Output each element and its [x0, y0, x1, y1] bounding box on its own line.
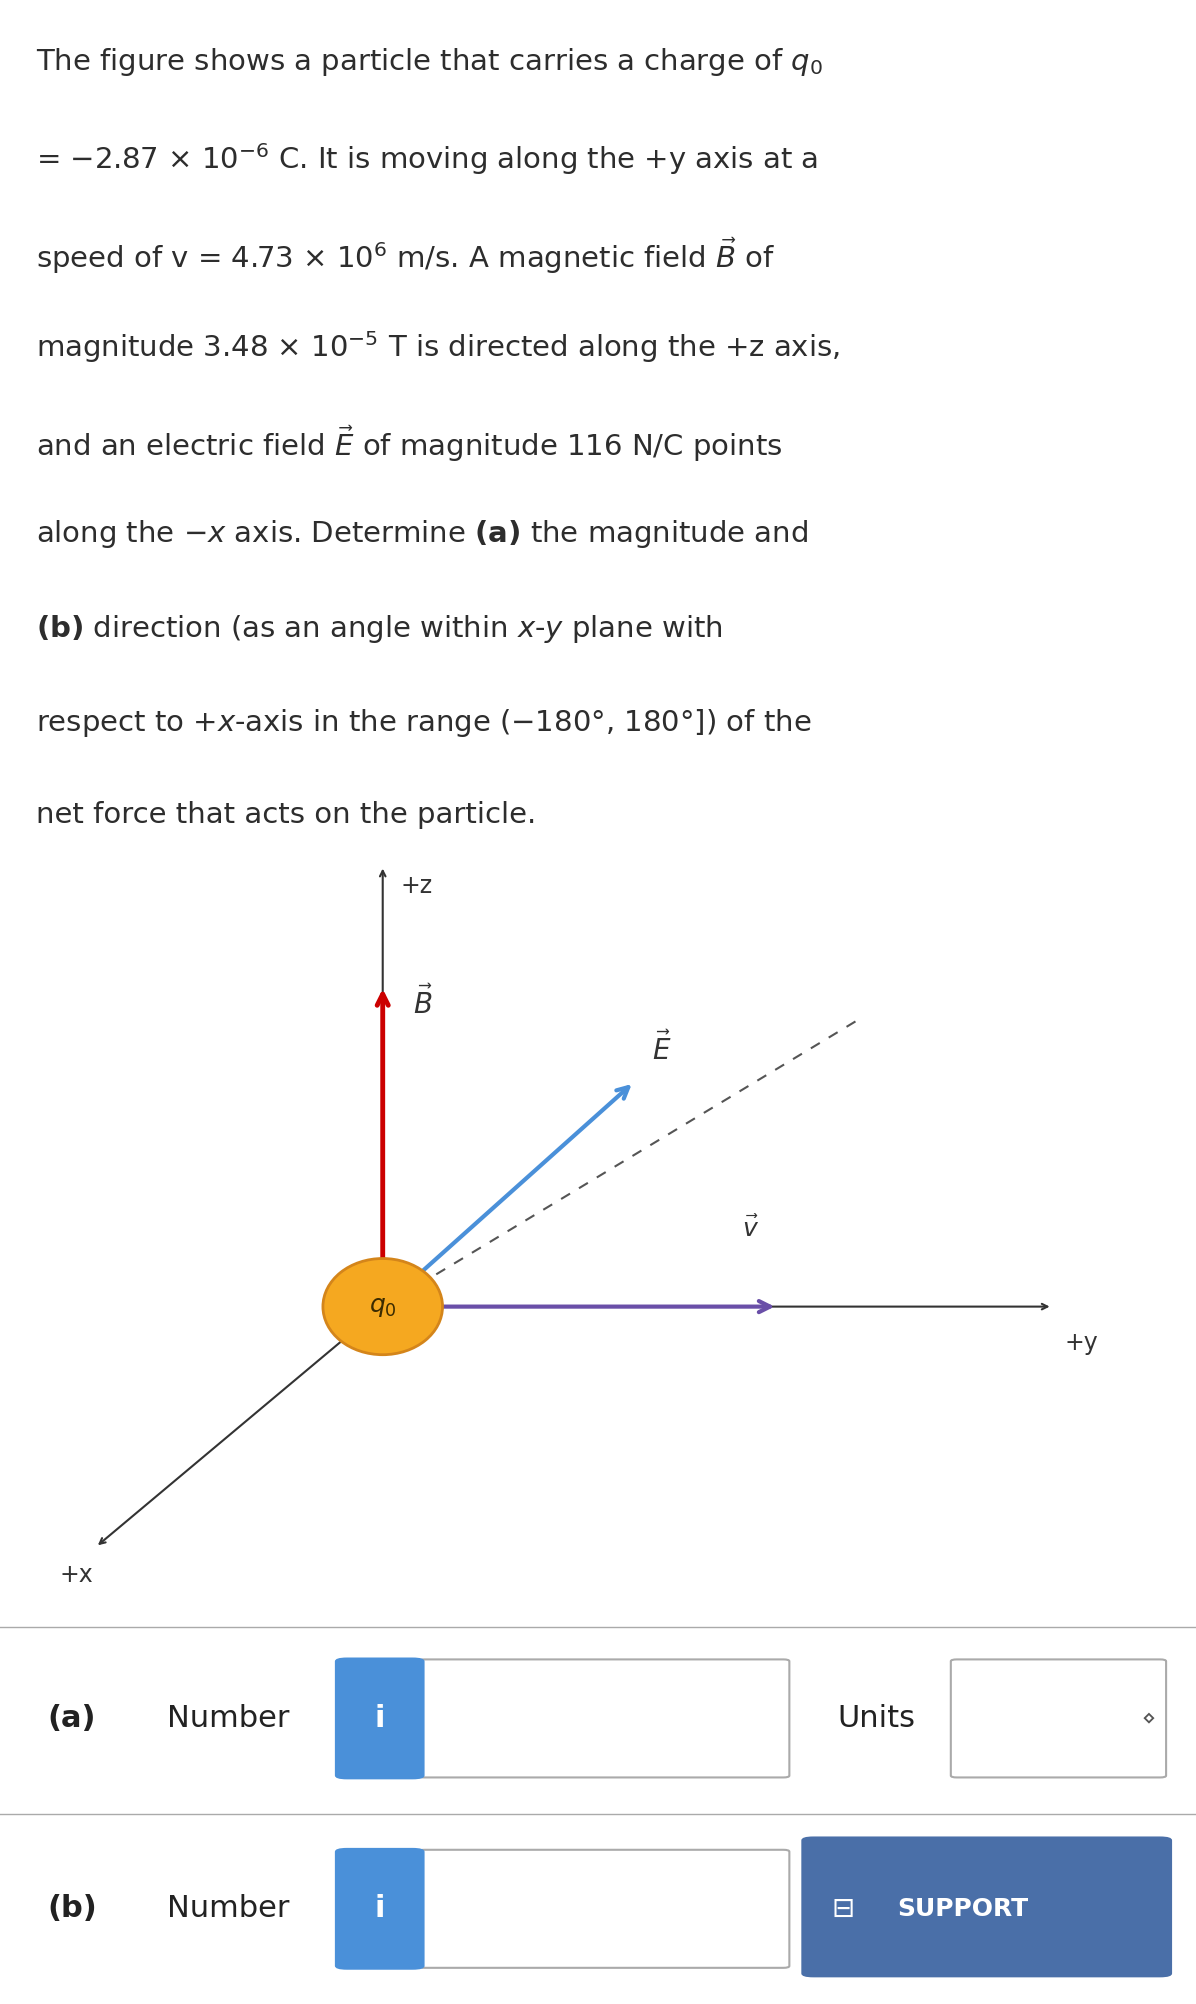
- Text: +x: +x: [60, 1563, 93, 1587]
- FancyBboxPatch shape: [335, 1657, 425, 1780]
- Text: The figure shows a particle that carries a charge of $q_0$: The figure shows a particle that carries…: [36, 46, 823, 78]
- Text: +y: +y: [1064, 1331, 1098, 1355]
- FancyBboxPatch shape: [335, 1848, 425, 1970]
- Text: $\vec{v}$: $\vec{v}$: [742, 1216, 758, 1242]
- Text: speed of v = 4.73 $\times$ 10$^6$ m/s. A magnetic field $\vec{B}$ of: speed of v = 4.73 $\times$ 10$^6$ m/s. A…: [36, 234, 775, 277]
- Text: $\vec{B}$: $\vec{B}$: [413, 986, 433, 1020]
- Text: ⊟: ⊟: [831, 1896, 854, 1922]
- FancyBboxPatch shape: [419, 1850, 789, 1968]
- Text: $q_0$: $q_0$: [368, 1295, 397, 1319]
- Text: $\bf{(b)}$ direction (as an angle within $x$-$y$ plane with: $\bf{(b)}$ direction (as an angle within…: [36, 613, 722, 645]
- FancyBboxPatch shape: [951, 1659, 1166, 1778]
- Ellipse shape: [323, 1259, 443, 1355]
- Text: i: i: [374, 1894, 385, 1924]
- Text: Number: Number: [167, 1894, 289, 1924]
- Text: SUPPORT: SUPPORT: [897, 1898, 1029, 1920]
- Text: net force that acts on the particle.: net force that acts on the particle.: [36, 802, 536, 830]
- Text: i: i: [374, 1703, 385, 1733]
- Text: $\vec{E}$: $\vec{E}$: [652, 1032, 671, 1066]
- Text: magnitude 3.48 $\times$ 10$^{-5}$ T is directed along the +z axis,: magnitude 3.48 $\times$ 10$^{-5}$ T is d…: [36, 329, 840, 365]
- FancyBboxPatch shape: [801, 1836, 1172, 1978]
- Text: (b): (b): [48, 1894, 98, 1924]
- Text: along the $-x$ axis. Determine $\bf{(a)}$ the magnitude and: along the $-x$ axis. Determine $\bf{(a)}…: [36, 519, 808, 551]
- Text: (a): (a): [48, 1703, 97, 1733]
- FancyBboxPatch shape: [419, 1659, 789, 1778]
- Text: ⋄: ⋄: [1141, 1709, 1155, 1727]
- Text: = $-$2.87 $\times$ 10$^{-6}$ C. It is moving along the +y axis at a: = $-$2.87 $\times$ 10$^{-6}$ C. It is mo…: [36, 140, 818, 176]
- Text: respect to +$x$-axis in the range ($-$180$\degree$, 180$\degree$]) of the: respect to +$x$-axis in the range ($-$18…: [36, 707, 811, 739]
- Text: Units: Units: [837, 1703, 915, 1733]
- Text: +z: +z: [401, 874, 433, 898]
- Text: Number: Number: [167, 1703, 289, 1733]
- Text: and an electric field $\vec{E}$ of magnitude 116 N/C points: and an electric field $\vec{E}$ of magni…: [36, 425, 782, 465]
